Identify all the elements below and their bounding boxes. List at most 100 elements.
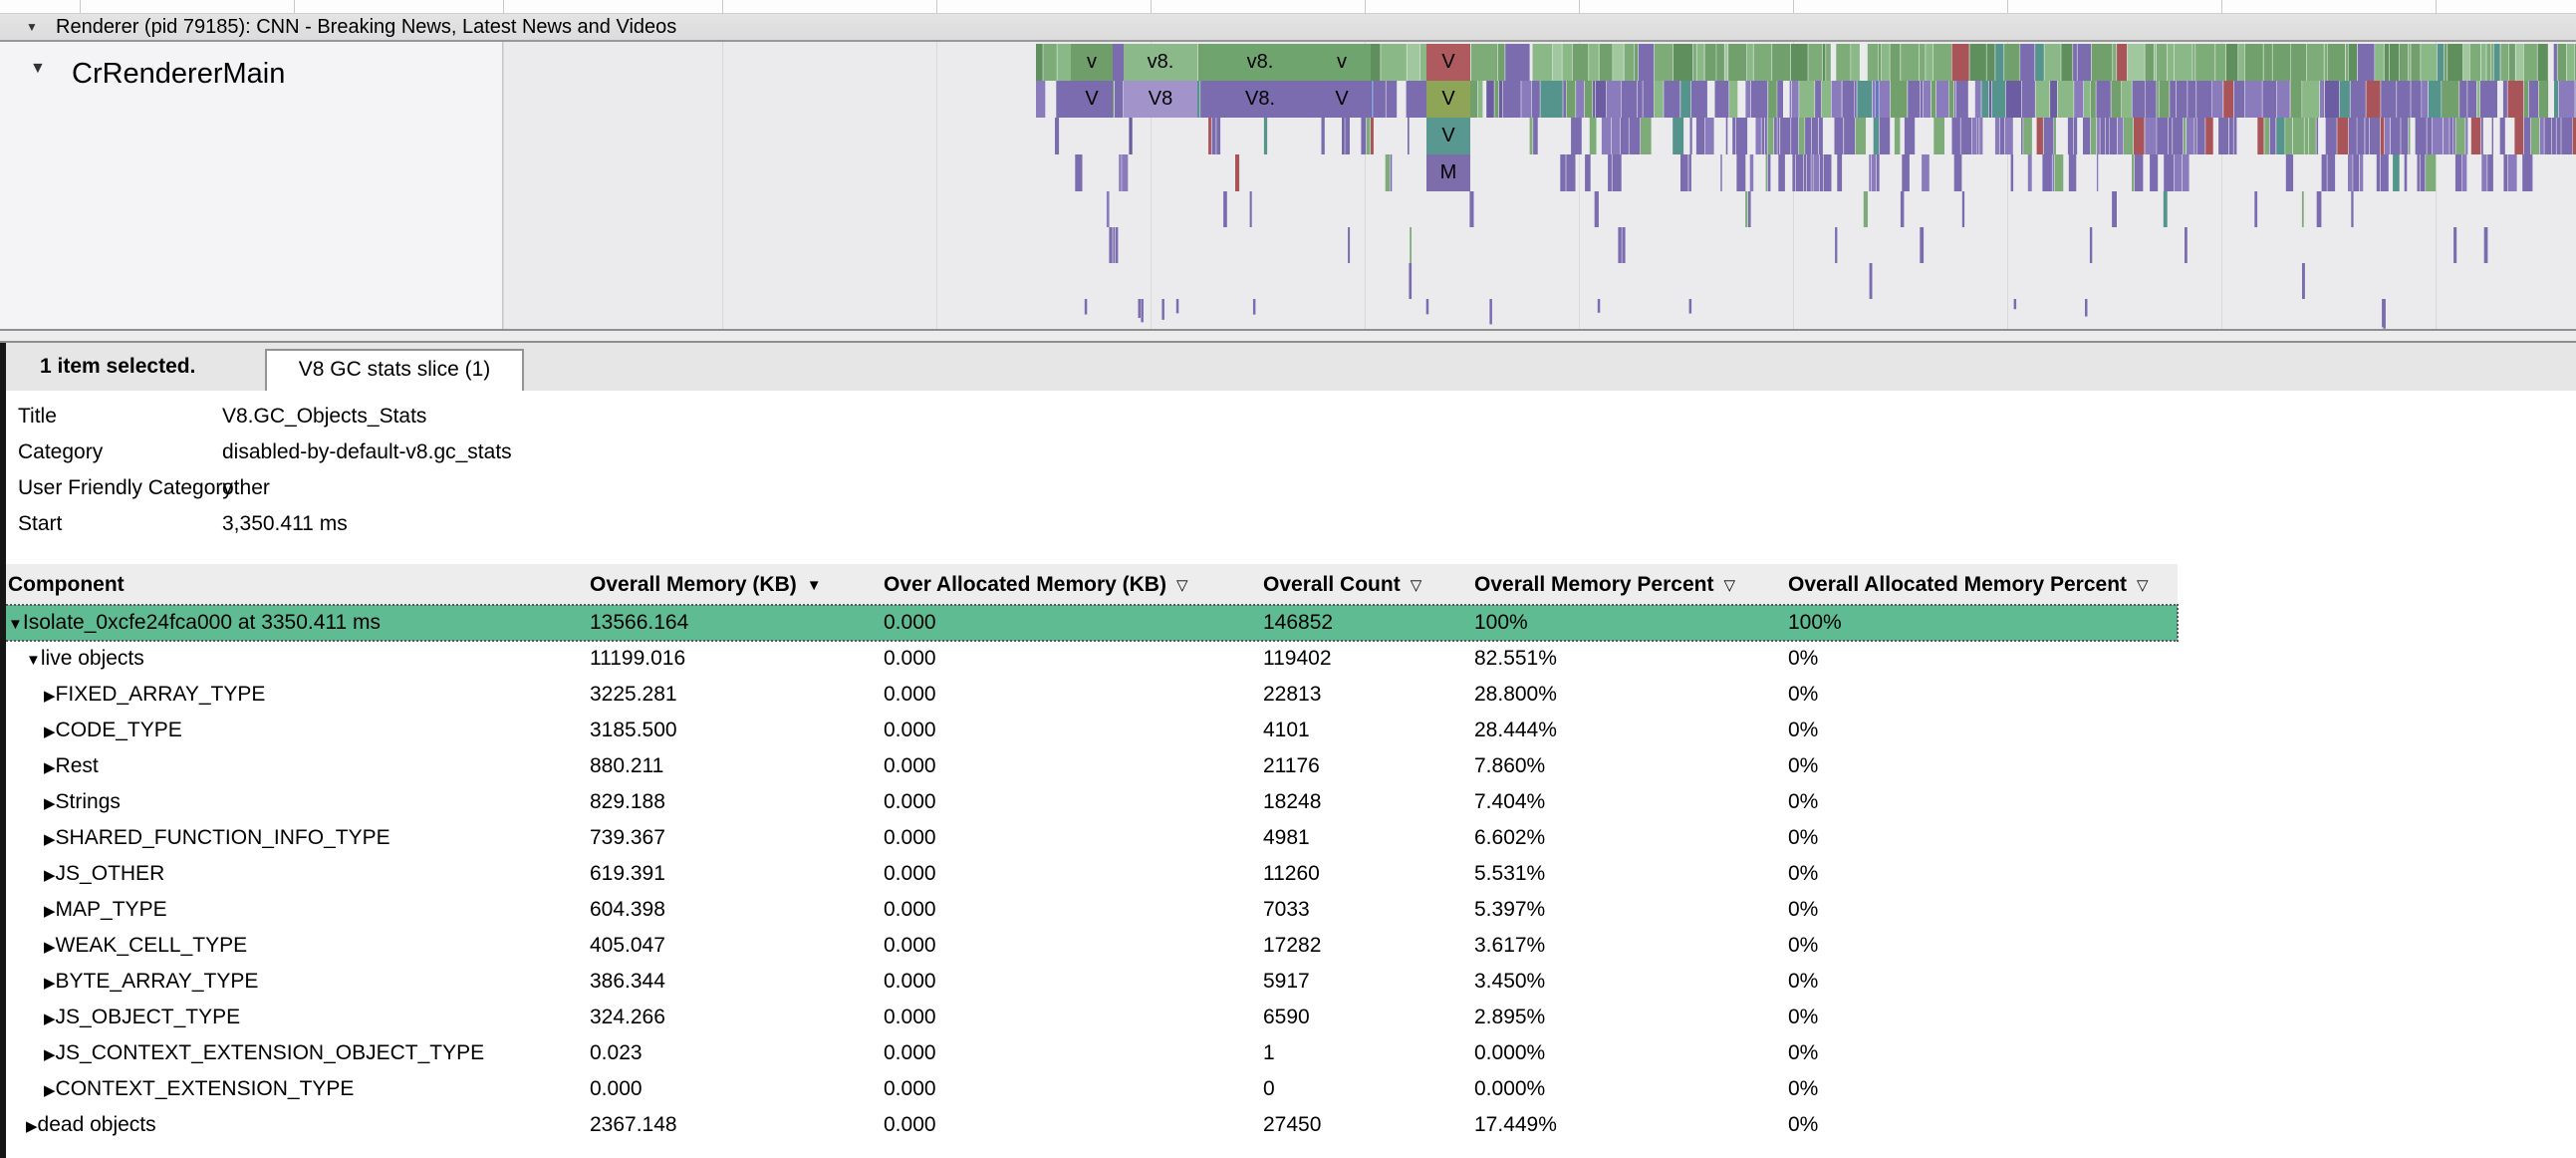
cell-memory: 739.367 (590, 826, 665, 849)
column-header-component[interactable]: Component (0, 564, 582, 606)
timeline-pane[interactable]: v v8. v8. v V V V8 V8. V V V M ▼ CrRendererMain (0, 42, 2576, 329)
pane-splitter-handle[interactable] (0, 329, 2576, 343)
cell-memory_percent: 82.551% (1474, 647, 1557, 670)
flame-slice-label[interactable]: V (1313, 81, 1371, 118)
flame-slice-label[interactable]: V8. (1201, 81, 1319, 118)
expander-closed-icon[interactable]: ▶ (44, 724, 56, 740)
cell-count: 27450 (1263, 1113, 1322, 1136)
flame-slice-label[interactable]: v8. (1201, 44, 1319, 81)
grid-line (722, 0, 723, 13)
cell-allocated_percent: 0% (1788, 790, 1819, 813)
table-row[interactable]: ▶WEAK_CELL_TYPE 405.047 0.000 17282 3.617% 0% (0, 928, 2178, 964)
cell-memory_percent: 0.000% (1474, 1077, 1546, 1100)
column-header-overall-memory-percent[interactable]: Overall Memory Percent ▽ (1466, 564, 1780, 606)
expander-closed-icon[interactable]: ▶ (26, 1118, 38, 1135)
component-name: Isolate_0xcfe24fca000 at 3350.411 ms (22, 611, 382, 634)
flame-slice-label[interactable]: v (1071, 44, 1113, 81)
flame-slice-label[interactable]: V (1426, 44, 1470, 81)
column-header-over-allocated-memory-kb-[interactable]: Over Allocated Memory (KB) ▽ (876, 564, 1255, 606)
flame-slice-label[interactable]: V8 (1124, 81, 1197, 118)
column-header-overall-allocated-memory-percent[interactable]: Overall Allocated Memory Percent ▽ (1780, 564, 2178, 606)
grid-line (936, 42, 937, 329)
cell-component: ▶dead objects (0, 1107, 582, 1145)
table-row[interactable]: ▶JS_CONTEXT_EXTENSION_OBJECT_TYPE 0.023 0.… (0, 1035, 2178, 1071)
flame-slice-label[interactable]: M (1426, 154, 1470, 191)
expander-closed-icon[interactable]: ▶ (44, 867, 56, 884)
analysis-pane: 1 item selected. V8 GC stats slice (1) T… (0, 343, 2576, 1158)
component-name: JS_OTHER (55, 862, 165, 885)
table-row[interactable]: ▶JS_OTHER 619.391 0.000 11260 5.531% 0% (0, 856, 2178, 892)
tab-v8-gc-stats-slice[interactable]: V8 GC stats slice (1) (265, 349, 524, 391)
expander-closed-icon[interactable]: ▶ (44, 1011, 56, 1027)
grid-line (936, 0, 937, 13)
column-header-overall-memory-kb-[interactable]: Overall Memory (KB) ▼ (582, 564, 876, 606)
cell-over_allocated: 0.000 (884, 862, 936, 885)
detail-value: 3,350.411 ms (222, 512, 348, 535)
table-row[interactable]: ▶SHARED_FUNCTION_INFO_TYPE 739.367 0.000 49… (0, 820, 2178, 856)
component-name: FIXED_ARRAY_TYPE (55, 683, 266, 706)
expander-closed-icon[interactable]: ▶ (44, 975, 56, 992)
grid-line (503, 42, 504, 329)
component-name: CONTEXT_EXTENSION_TYPE (55, 1077, 355, 1100)
cell-memory_percent: 5.397% (1474, 898, 1546, 921)
cell-component: ▶CONTEXT_EXTENSION_TYPE (0, 1071, 582, 1109)
slice-details: Title V8.GC_Objects_Stats Category disabled… (0, 391, 2576, 572)
expander-closed-icon[interactable]: ▶ (44, 1082, 56, 1099)
expander-closed-icon[interactable]: ▶ (44, 939, 56, 956)
sort-arrow-icon[interactable]: ▽ (1410, 577, 1422, 594)
cell-over_allocated: 0.000 (884, 719, 936, 741)
cell-count: 146852 (1263, 611, 1334, 634)
left-edge-border (0, 343, 6, 1158)
table-row[interactable]: ▶MAP_TYPE 604.398 0.000 7033 5.397% 0% (0, 892, 2178, 928)
cell-memory: 324.266 (590, 1006, 665, 1028)
sort-arrow-icon[interactable]: ▽ (1723, 577, 1735, 594)
expander-closed-icon[interactable]: ▶ (44, 903, 56, 920)
table-row[interactable]: ▶Rest 880.211 0.000 21176 7.860% 0% (0, 748, 2178, 784)
cell-allocated_percent: 0% (1788, 754, 1819, 777)
cell-memory: 0.023 (590, 1041, 643, 1064)
expander-closed-icon[interactable]: ▶ (44, 831, 56, 848)
cell-component: ▶JS_OTHER (0, 856, 582, 894)
table-row[interactable]: ▶FIXED_ARRAY_TYPE 3225.281 0.000 22813 28.80… (0, 677, 2178, 713)
table-row[interactable]: ▼Isolate_0xcfe24fca000 at 3350.411 ms 135… (0, 604, 2179, 643)
expander-open-icon[interactable]: ▼ (8, 616, 23, 633)
expander-open-icon[interactable]: ▼ (26, 652, 41, 669)
flame-slice-label[interactable]: V (1071, 81, 1113, 118)
cell-memory_percent: 2.895% (1474, 1006, 1546, 1028)
process-header-bar[interactable]: ▼ Renderer (pid 79185): CNN - Breaking N… (0, 13, 2576, 42)
expander-closed-icon[interactable]: ▶ (44, 688, 56, 705)
detail-value: V8.GC_Objects_Stats (222, 405, 427, 428)
expander-closed-icon[interactable]: ▶ (44, 1046, 56, 1063)
collapse-triangle-icon[interactable]: ▼ (30, 60, 46, 77)
cell-component: ▼live objects (0, 641, 582, 679)
expander-closed-icon[interactable]: ▶ (44, 795, 56, 812)
cell-allocated_percent: 0% (1788, 683, 1819, 706)
column-header-overall-count[interactable]: Overall Count ▽ (1255, 564, 1466, 606)
sort-arrow-icon[interactable]: ▽ (2137, 577, 2149, 594)
table-row[interactable]: ▶BYTE_ARRAY_TYPE 386.344 0.000 5917 3.450% 0% (0, 964, 2178, 1000)
component-name: dead objects (37, 1113, 156, 1136)
sort-arrow-icon[interactable]: ▽ (1175, 577, 1188, 594)
sort-arrow-active-icon[interactable]: ▼ (806, 577, 822, 594)
cell-count: 6590 (1263, 1006, 1310, 1028)
expander-closed-icon[interactable]: ▶ (44, 759, 56, 776)
table-row[interactable]: ▶Strings 829.188 0.000 18248 7.404% 0% (0, 784, 2178, 820)
analysis-table-body: ▼Isolate_0xcfe24fca000 at 3350.411 ms 135… (0, 604, 2576, 1143)
column-header-label: Over Allocated Memory (KB) (884, 573, 1166, 596)
cell-component: ▼Isolate_0xcfe24fca000 at 3350.411 ms (0, 605, 582, 643)
table-row[interactable]: ▼live objects 11199.016 0.000 119402 82.551%… (0, 641, 2178, 677)
table-row[interactable]: ▶CONTEXT_EXTENSION_TYPE 0.000 0.000 0 0.000%… (0, 1071, 2178, 1107)
cell-allocated_percent: 0% (1788, 934, 1819, 957)
flame-slice-label[interactable]: v (1313, 44, 1371, 81)
column-header-label: Component (8, 573, 125, 596)
flame-slice-label[interactable]: v8. (1124, 44, 1197, 81)
cell-memory_percent: 28.800% (1474, 683, 1557, 706)
flame-slice-label[interactable]: V (1426, 118, 1470, 154)
flame-slice-label[interactable]: V (1426, 81, 1470, 118)
table-row[interactable]: ▶CODE_TYPE 3185.500 0.000 4101 28.444% 0% (0, 713, 2178, 748)
component-name: JS_CONTEXT_EXTENSION_OBJECT_TYPE (55, 1041, 485, 1064)
table-row[interactable]: ▶JS_OBJECT_TYPE 324.266 0.000 6590 2.895% 0% (0, 1000, 2178, 1035)
table-row[interactable]: ▶dead objects 2367.148 0.000 27450 17.449% 0% (0, 1107, 2178, 1143)
collapse-triangle-icon[interactable]: ▼ (26, 20, 38, 34)
